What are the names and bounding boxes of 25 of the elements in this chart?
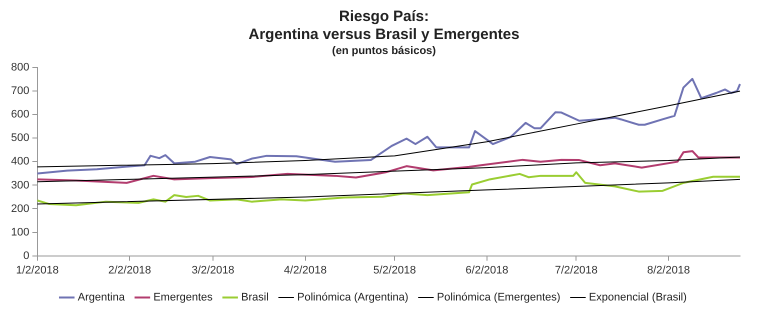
chart-title: Riesgo País: Argentina versus Brasil y Emergentes (248, 8, 520, 44)
y-tick-label: 800 (10, 62, 30, 74)
y-tick-label: 300 (10, 179, 30, 192)
legend-label: Polinómica (Emergentes) (436, 292, 560, 304)
legend-label: Argentina (78, 292, 126, 304)
legend-label: Emergentes (153, 292, 214, 304)
chart-subtitle: (en puntos básicos) (331, 44, 437, 58)
legend-label: Polinómica (Argentina) (297, 292, 408, 304)
legend-label: Exponencial (Brasil) (588, 292, 687, 304)
y-tick-label: 500 (10, 132, 30, 144)
x-tick-label: 5/2/2018 (373, 264, 416, 276)
y-tick-label: 100 (10, 226, 30, 238)
x-tick-label: 8/2/2018 (647, 264, 690, 276)
x-tick-label: 2/2/2018 (108, 264, 152, 276)
x-tick-label: 6/2/2018 (466, 264, 508, 276)
y-tick-label: 400 (10, 156, 30, 168)
legend-label: Brasil (241, 292, 269, 304)
x-tick-label: 4/2/2018 (284, 264, 327, 276)
y-tick-label: 0 (23, 250, 30, 262)
x-tick-label: 1/2/2018 (16, 264, 59, 276)
y-tick-label: 200 (10, 202, 30, 215)
y-tick-label: 700 (10, 85, 30, 98)
y-tick-label: 600 (10, 108, 30, 121)
x-tick-label: 7/2/2018 (554, 264, 598, 276)
x-tick-label: 3/2/2018 (192, 264, 234, 276)
